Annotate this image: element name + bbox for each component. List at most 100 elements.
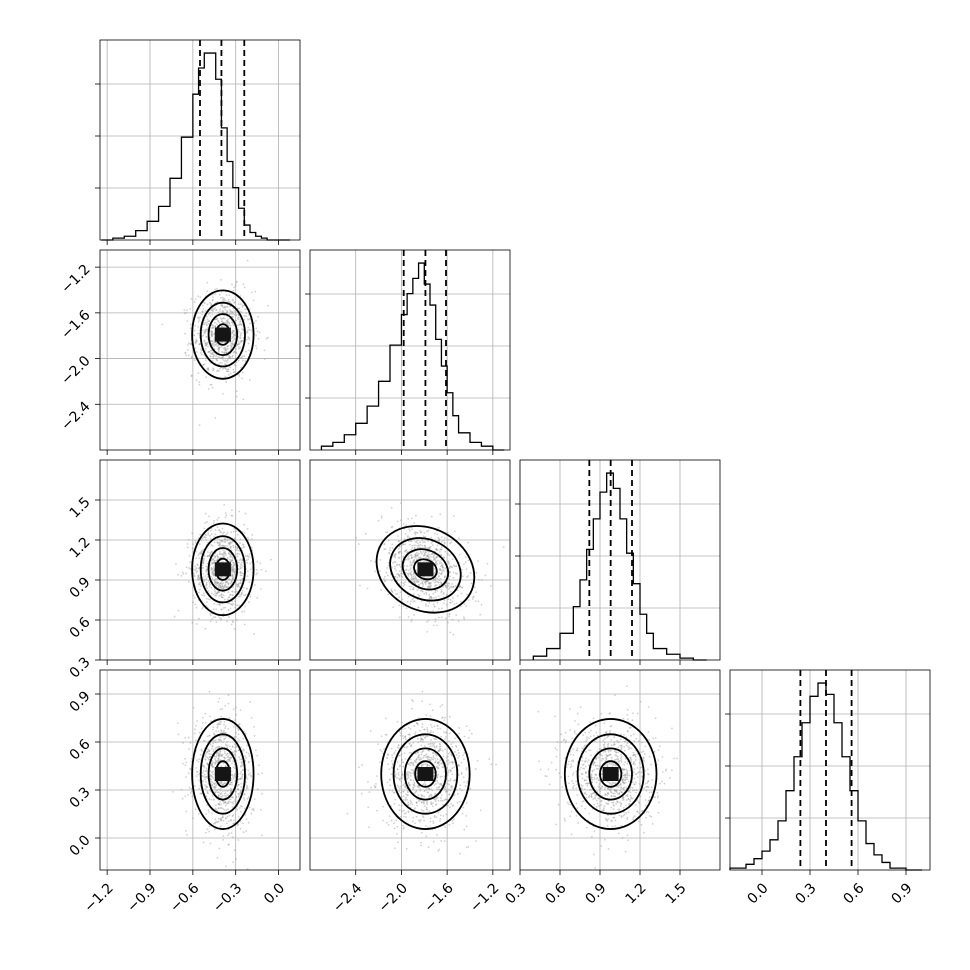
sample-point (213, 354, 216, 356)
sample-point (636, 771, 639, 774)
sample-point (433, 558, 435, 561)
sample-point (576, 794, 579, 797)
sample-point (626, 770, 628, 772)
sample-point (242, 546, 245, 549)
sample-point (425, 756, 428, 759)
sample-point (425, 753, 428, 756)
sample-point (633, 783, 636, 786)
sample-point (222, 582, 225, 585)
sample-point (224, 299, 227, 302)
sample-point (253, 322, 256, 325)
sample-point (452, 586, 455, 589)
sample-point (234, 776, 237, 779)
sample-point (235, 745, 238, 748)
sample-point (376, 809, 378, 812)
sample-point (407, 595, 410, 598)
sample-point (232, 561, 235, 564)
sample-point (219, 367, 221, 370)
sample-point (397, 573, 400, 575)
sample-point (625, 787, 628, 790)
sample-point (438, 764, 441, 766)
sample-point (210, 333, 213, 336)
sample-point (248, 581, 251, 583)
sample-point (234, 333, 237, 336)
sample-point (449, 806, 451, 809)
sample-point (379, 570, 381, 572)
sample-point (391, 762, 394, 765)
sample-point (448, 570, 451, 573)
sample-point (218, 603, 221, 606)
sample-point (227, 834, 229, 837)
contour-level (375, 525, 476, 614)
sample-point (614, 789, 617, 792)
sample-point (244, 360, 247, 362)
sample-point (427, 743, 430, 746)
sample-point (429, 826, 432, 829)
sample-point (225, 794, 228, 797)
sample-point (194, 298, 197, 301)
sample-point (234, 331, 237, 334)
sample-point (419, 531, 422, 534)
sample-point (218, 721, 221, 724)
sample-point (220, 781, 223, 784)
sample-point (213, 580, 216, 583)
sample-point (212, 562, 215, 564)
sample-point (449, 789, 452, 792)
sample-point (595, 767, 598, 770)
sample-point (234, 569, 236, 572)
sample-point (240, 311, 243, 314)
sample-point (468, 729, 471, 732)
sample-point (229, 781, 232, 784)
sample-point (385, 733, 388, 736)
sample-point (432, 592, 435, 595)
sample-point (403, 583, 406, 586)
sample-point (435, 797, 438, 800)
sample-point (202, 323, 205, 325)
sample-point (440, 554, 443, 556)
sample-point (203, 776, 206, 779)
sample-point (440, 583, 443, 585)
sample-point (424, 604, 427, 607)
sample-point (208, 830, 210, 833)
sample-point (398, 787, 401, 790)
sample-point (205, 323, 208, 326)
sample-point (220, 818, 222, 821)
sample-point (431, 709, 434, 712)
sample-point (241, 750, 244, 753)
sample-point (413, 759, 416, 762)
sample-point (231, 331, 234, 334)
sample-point (234, 319, 237, 322)
sample-point (422, 583, 425, 586)
sample-point (424, 784, 427, 787)
sample-point (428, 557, 431, 560)
sample-point (433, 605, 436, 608)
sample-point (472, 596, 474, 599)
sample-point (220, 345, 223, 348)
sample-point (240, 782, 243, 785)
sample-point (433, 783, 436, 786)
sample-point (590, 795, 593, 797)
sample-point (216, 746, 219, 749)
sample-point (429, 596, 432, 598)
sample-point (209, 614, 212, 617)
sample-point (390, 526, 393, 529)
sample-point (270, 558, 272, 561)
sample-point (207, 580, 210, 582)
sample-point (237, 749, 240, 752)
sample-point (251, 538, 253, 540)
sample-point (420, 800, 423, 803)
sample-point (464, 556, 467, 559)
sample-point (594, 773, 597, 776)
sample-point (440, 581, 443, 584)
sample-point (453, 794, 456, 796)
sample-point (613, 750, 616, 753)
sample-point (195, 724, 197, 727)
sample-point (437, 799, 440, 802)
sample-point (220, 617, 223, 620)
sample-point (216, 582, 219, 584)
sample-point (214, 821, 217, 824)
sample-point (408, 733, 411, 735)
sample-point (206, 763, 209, 765)
sample-point (223, 552, 226, 555)
sample-point (420, 794, 423, 796)
